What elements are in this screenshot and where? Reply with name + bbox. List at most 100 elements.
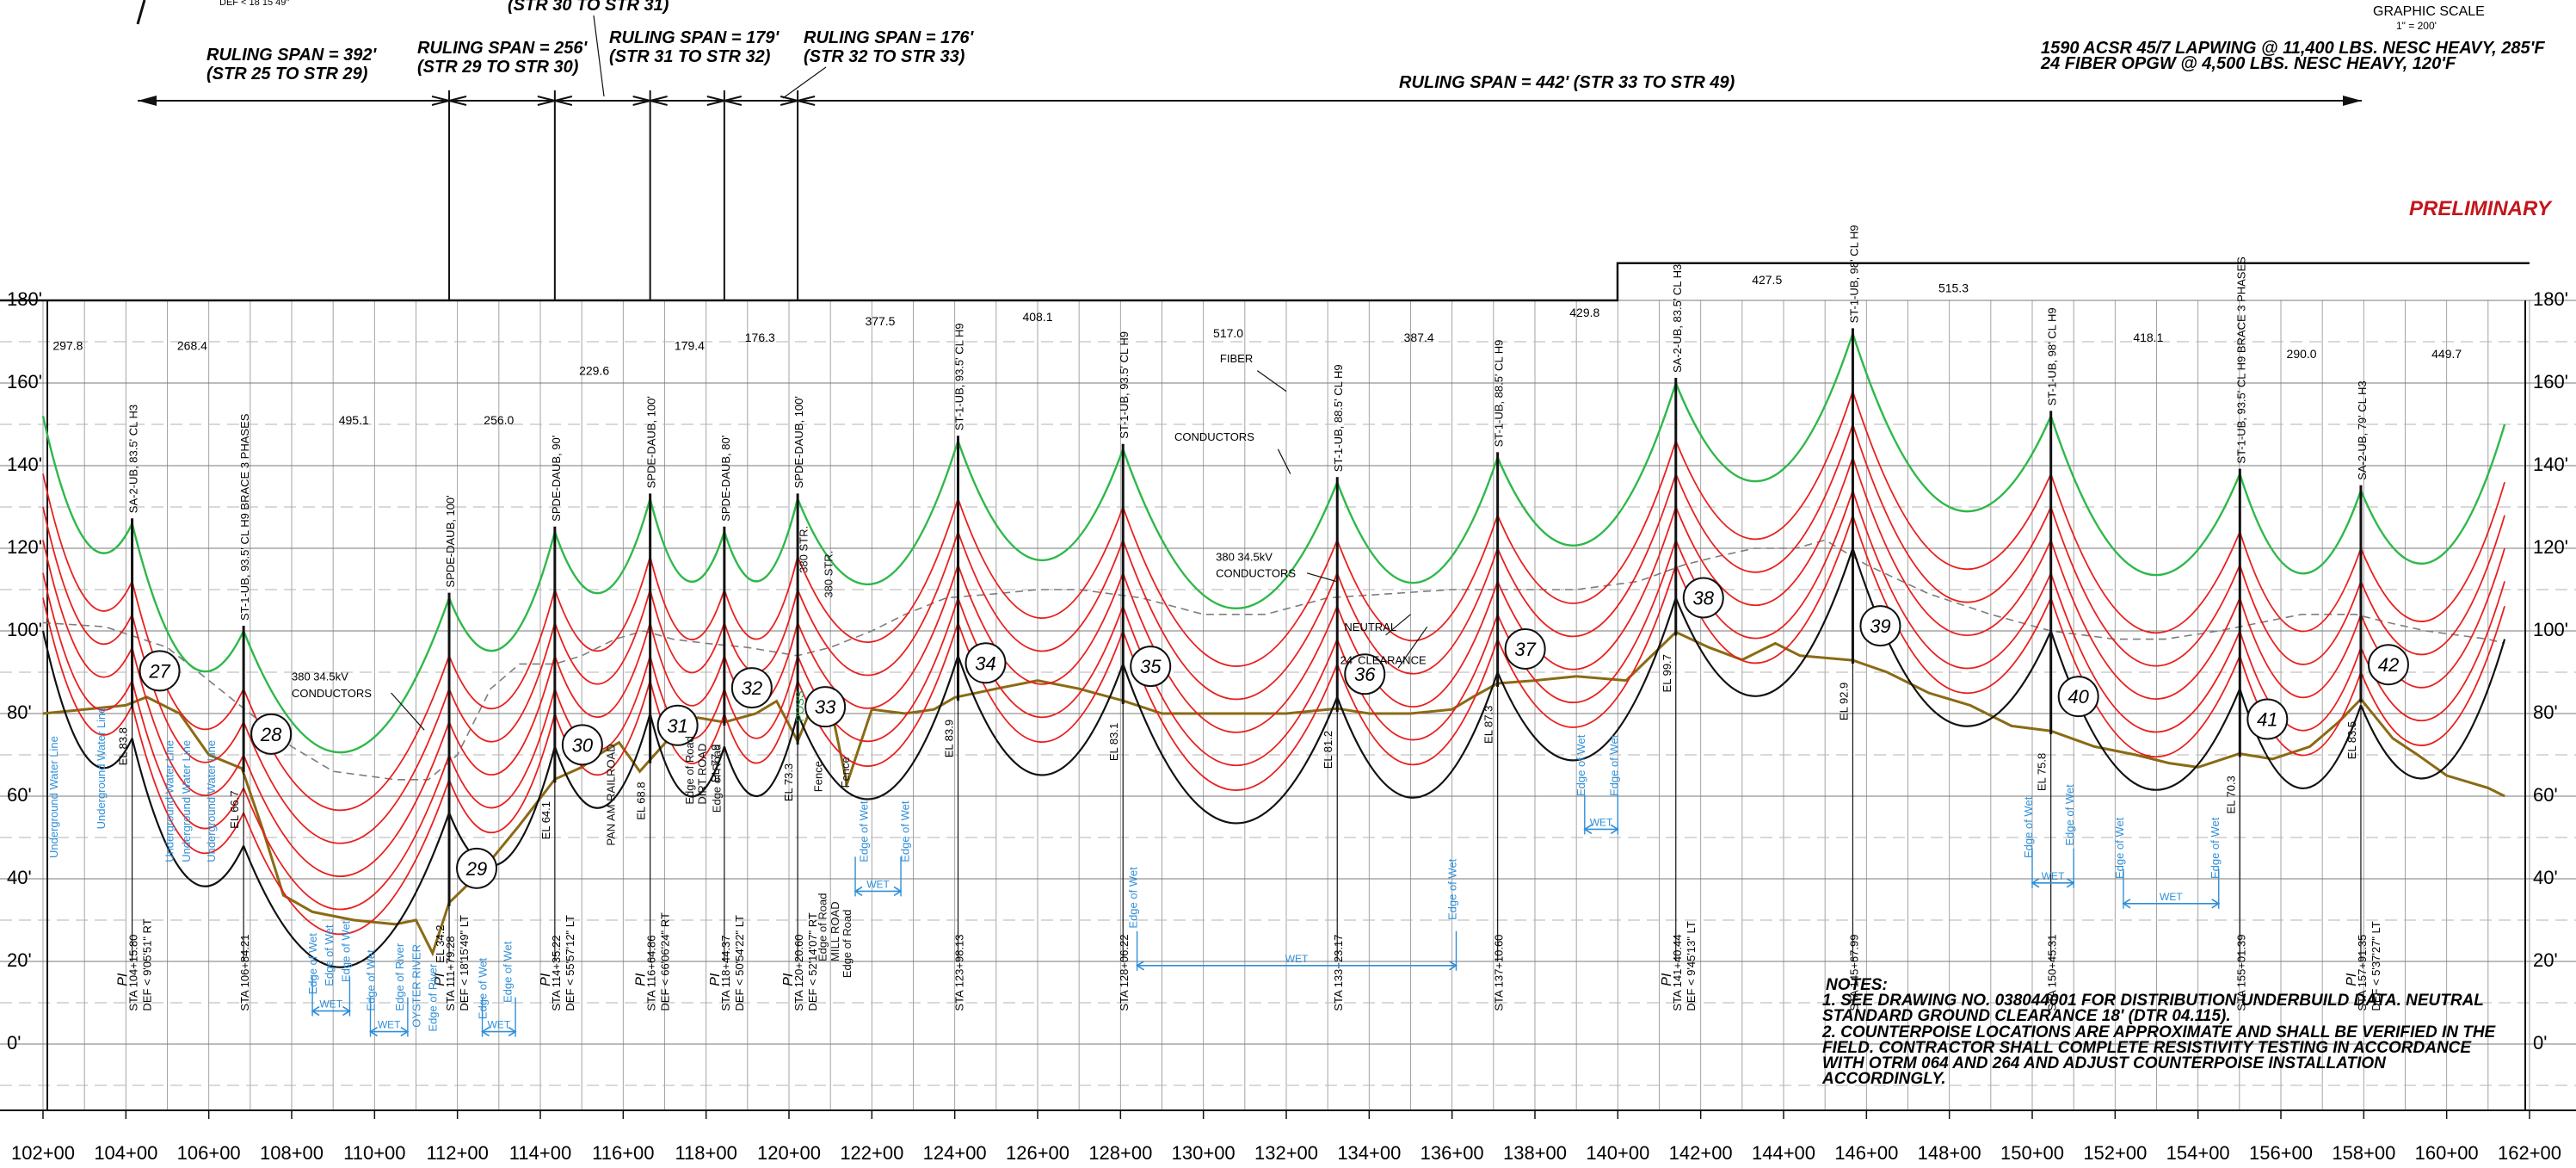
structure-deflection: DEF < 18'15'49" LT: [458, 915, 471, 1011]
structure-number-circle: [456, 847, 498, 889]
x-tick-label: 116+00: [592, 1142, 654, 1164]
conductor-wire: [957, 531, 1125, 652]
x-tick-label: 160+00: [2415, 1142, 2479, 1164]
neutral-wire: [447, 746, 556, 867]
span-length-label: 408.1: [1022, 310, 1052, 324]
conductor-wire: [1852, 490, 2052, 670]
conductor-wire: [724, 655, 798, 739]
x-tick-label: 128+00: [1088, 1142, 1152, 1164]
callout-annotations: 380 34.5kV CONDUCTORS FIBER CONDUCTORS 380 3…: [292, 352, 1428, 731]
y-tick-label-left: 20': [7, 949, 32, 971]
structure-description: SPDE-DAUB, 100': [645, 396, 658, 488]
feature-label: PAN AM RAILROAD: [605, 744, 618, 845]
structure-station: STA 133+23.17: [1332, 935, 1345, 1011]
conductor-wire: [448, 589, 556, 710]
structure-number: 42: [2378, 654, 2399, 676]
conductor-wire: [649, 556, 725, 640]
conductor-wire: [2360, 605, 2505, 746]
feature-label: Edge of Wet: [323, 924, 336, 986]
structure-station: STA 123+98.13: [953, 935, 966, 1011]
wet-label: WET: [1285, 953, 1309, 965]
x-tick-label: 112+00: [426, 1142, 488, 1164]
fiber-wire: [1852, 333, 2052, 513]
conductor-wire: [2239, 531, 2362, 633]
ground-line: [42, 630, 2505, 957]
conductor-wire: [243, 754, 450, 911]
feature-label: Underground Water Line: [47, 736, 60, 858]
feature-label: Edge of Wet: [1445, 858, 1458, 920]
notes-line-3: 2. COUNTERPOISE LOCATIONS ARE APPROXIMAT…: [1821, 1023, 2497, 1041]
pi-label: PI: [1660, 973, 1674, 986]
structure-number: 30: [572, 734, 594, 756]
structure-number: 29: [465, 858, 487, 880]
callout-leader-line: [391, 692, 425, 731]
neutral-wire: [1336, 671, 1499, 799]
structure-elevation: EL 73.3: [782, 763, 795, 801]
conductor-wire: [2239, 655, 2362, 757]
fiber-wire: [447, 531, 557, 652]
y-tick-label-right: 100': [2533, 619, 2568, 640]
structure-elevation: EL 92.9: [1837, 683, 1850, 720]
structure-description: ST-1-UB, 88.5' CL H9: [1493, 340, 1506, 448]
fiber-wire: [1336, 457, 1499, 584]
ruling-span-2-line1: RULING SPAN = 256': [417, 39, 588, 58]
structure-station: STA 141+40.44: [1671, 935, 1684, 1011]
callout-text: NEUTRAL: [1344, 621, 1396, 633]
conductor-wire: [957, 564, 1125, 685]
wetland-zones: WET WET WET WET WET WET WET WET: [311, 794, 2221, 1037]
conductor-wire: [131, 705, 244, 855]
y-tick-label-right: 60': [2533, 784, 2558, 806]
conductor-wire: [1674, 391, 1854, 541]
span-length-label: 427.5: [1752, 273, 1782, 287]
feature-label: DIRT ROAD: [696, 744, 709, 805]
feature-label: Underground Water Line: [205, 740, 218, 862]
dashed-ground-line: [42, 539, 2505, 781]
wet-label: WET: [2042, 870, 2065, 882]
structure-number: 27: [148, 660, 170, 682]
span-divider-arrows: [706, 96, 743, 106]
conductor-wire: [1852, 391, 2052, 571]
structure-number: 36: [1354, 664, 1376, 685]
y-tick-label-left: 140': [7, 454, 42, 475]
y-tick-label-left: 120': [7, 536, 42, 558]
structure-number-circle: [1859, 605, 1901, 647]
conductor-wire: [1122, 630, 1339, 791]
structure-number-circle: [656, 704, 699, 746]
structure-station: STA 118+44.37: [719, 936, 732, 1011]
conductor-wire: [243, 779, 450, 936]
span-length-label: 290.0: [2287, 347, 2317, 361]
feature-label: OYSTER RIVER: [410, 944, 422, 1028]
structure-station: STA 145+67.99: [1847, 935, 1860, 1011]
feature-label: Fence: [839, 757, 852, 788]
structure-deflection: DEF < 9'45'13" LT: [1685, 921, 1698, 1010]
conductor-wire: [797, 531, 959, 677]
x-tick-label: 138+00: [1503, 1142, 1567, 1164]
structure-description: ST-1-UB, 98' CL H9: [1847, 225, 1860, 323]
x-tick-label: 140+00: [1586, 1142, 1649, 1164]
spec-line-1: 1590 ACSR 45/7 LAPWING @ 11,400 LBS. NES…: [2041, 39, 2545, 58]
callout-leader-line: [1306, 572, 1336, 582]
conductor-wire: [554, 680, 651, 776]
conductor-wire: [42, 506, 133, 646]
wet-label: WET: [378, 1019, 401, 1031]
conductor-wire: [1496, 564, 1677, 728]
y-tick-label-right: 180': [2533, 288, 2568, 310]
x-tick-label: 120+00: [757, 1142, 821, 1164]
x-tick-label: 156+00: [2249, 1142, 2313, 1164]
notes-heading: NOTES:: [1826, 976, 1888, 994]
feature-label: Edge of Road: [841, 910, 854, 979]
feature-label: 380 STR.: [823, 551, 835, 598]
feature-label: Edge of Wet: [476, 958, 489, 1020]
structure-description: ST-1-UB, 93.5' CL H9 BRACE 3 PHASES: [238, 413, 251, 621]
span-length-label: 176.3: [745, 331, 775, 344]
structure-number: 31: [667, 715, 687, 737]
ruling-span-3-line2: (STR 31 TO STR 32): [609, 47, 771, 66]
feature-label: Edge of Wet: [1607, 734, 1620, 796]
conductor-wire: [2239, 630, 2362, 732]
conductor-wire: [42, 540, 133, 678]
structure-description: SPDE-DAUB, 90': [550, 436, 563, 522]
ruling-span-leader: [593, 15, 605, 97]
conductor-wire: [1122, 540, 1339, 701]
structure-elevation: EL 87.3: [1482, 706, 1495, 744]
ruling-span-leader: [782, 66, 827, 99]
